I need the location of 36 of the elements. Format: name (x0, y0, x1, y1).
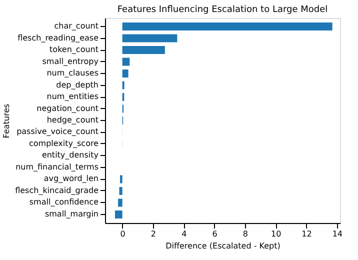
x-tick-label: 8 (242, 230, 248, 238)
y-tick-label: hedge_count (46, 116, 98, 124)
x-tick-label: 6 (212, 230, 218, 238)
y-tick-label: complexity_score (29, 138, 99, 148)
y-tick-label: token_count (50, 45, 98, 54)
y-axis-title: Features (2, 104, 12, 138)
bar (114, 210, 122, 218)
bar (122, 46, 165, 54)
y-tick-label: entity_density (42, 150, 99, 160)
y-tick-label: char_count (54, 22, 98, 31)
bar (122, 70, 128, 78)
x-tick-label: 10 (271, 230, 282, 238)
bar (119, 186, 122, 195)
y-tick-label: flesch_kincaid_grade (15, 186, 99, 195)
y-tick-label: passive_voice_count (16, 127, 98, 136)
y-tick-label: flesch_reading_ease (18, 33, 99, 42)
y-tick-label: negation_count (36, 104, 98, 113)
y-tick-label: num_clauses (46, 68, 98, 78)
x-tick-label: 2 (150, 230, 156, 238)
y-tick-label: num_entities (46, 92, 98, 102)
y-tick-label: small_confidence (29, 198, 99, 207)
bar (122, 34, 178, 42)
y-tick-label: dep_depth (56, 80, 98, 90)
bar (122, 58, 130, 66)
y-tick-label: small_entropy (42, 56, 99, 66)
x-tick-label: 4 (182, 230, 187, 238)
chart-title: Features Influencing Escalation to Large Model (117, 5, 328, 15)
y-tick-label: num_financial_terms (16, 162, 98, 172)
x-tick-label: 12 (302, 230, 312, 238)
y-tick-label: small_margin (44, 209, 98, 218)
y-tick-label: avg_word_len (44, 174, 98, 184)
x-tick-label: 0 (120, 230, 126, 238)
x-tick-label: 14 (332, 230, 343, 238)
x-axis-title: Difference (Escalated - Kept) (166, 242, 280, 250)
bar (122, 22, 332, 31)
bar (118, 198, 122, 207)
